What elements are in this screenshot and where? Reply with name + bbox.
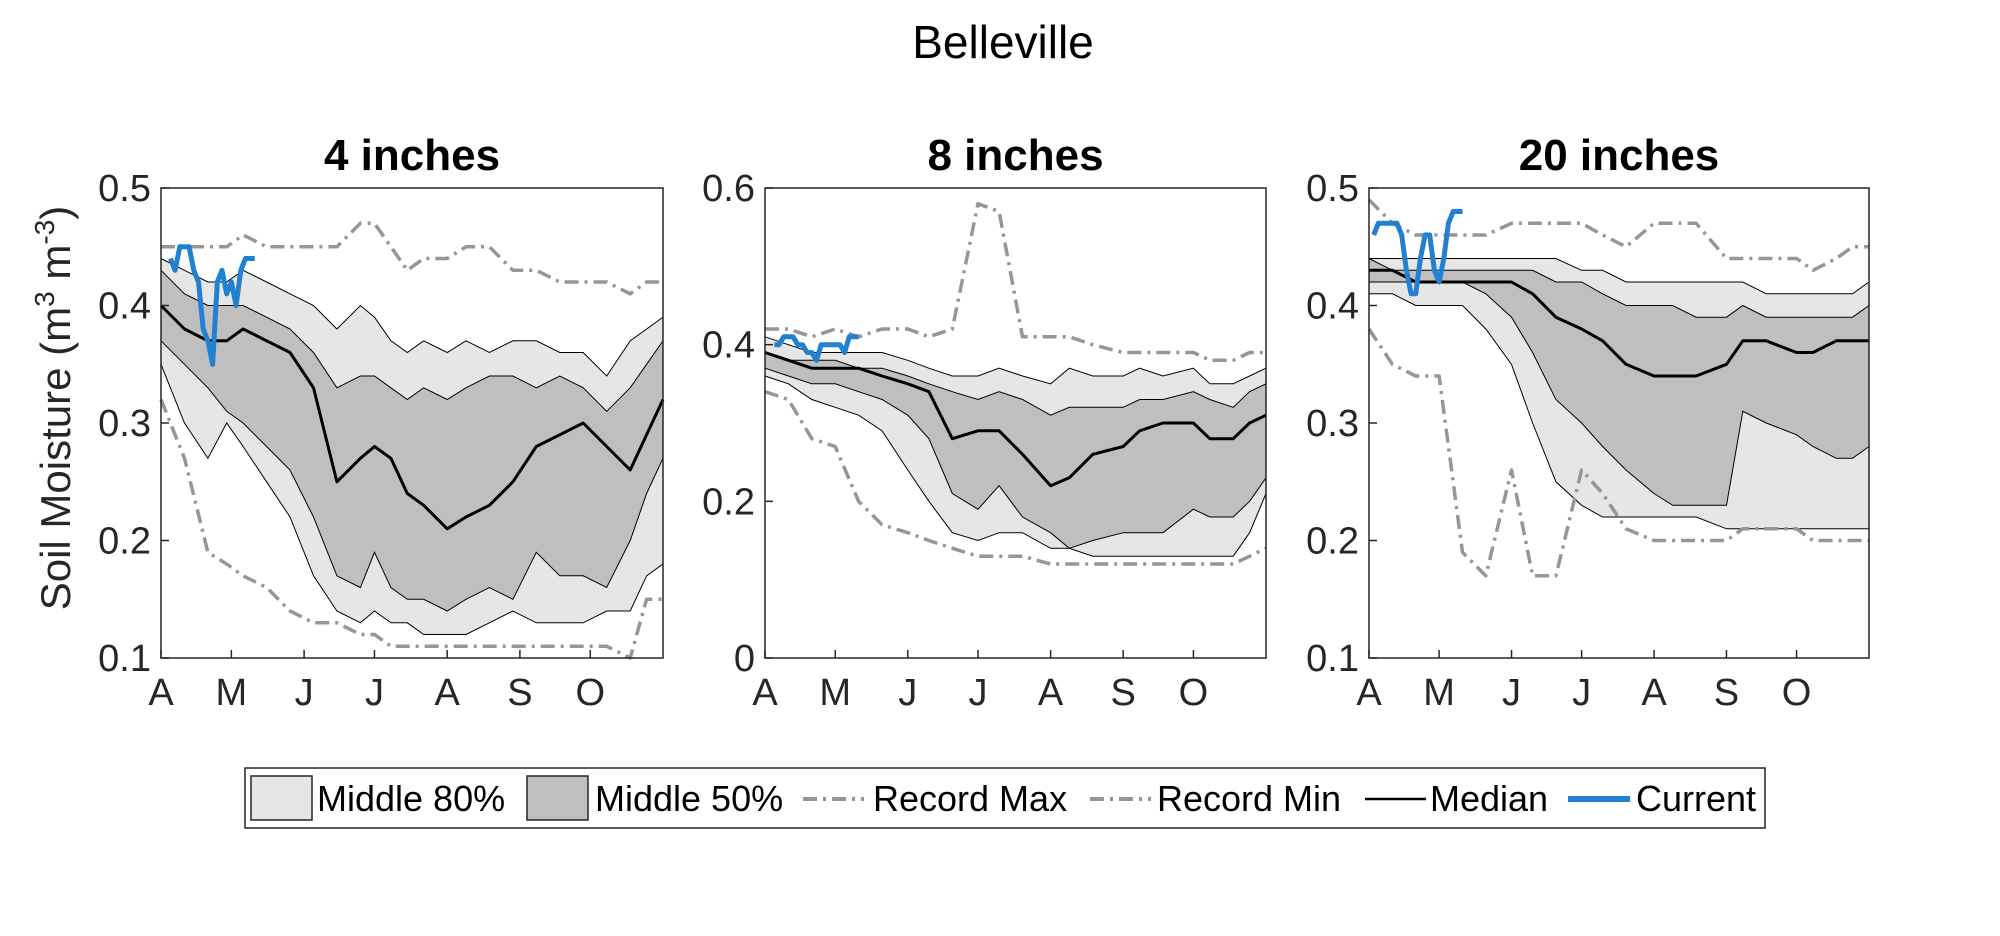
y-tick-label: 0.1	[98, 638, 151, 680]
x-tick-label: S	[507, 672, 532, 714]
record-max-line	[1367, 198, 1869, 273]
legend-swatch-middle80	[250, 775, 313, 821]
record-min-line	[159, 398, 663, 660]
y-tick-label: 0.3	[1306, 403, 1359, 445]
legend-label-middle50: Middle 50%	[595, 778, 783, 819]
x-tick-label: A	[1356, 672, 1382, 714]
legend: Middle 80% Middle 50% Record Max Record …	[244, 767, 1766, 829]
current-line	[774, 334, 859, 363]
y-tick-label: 0.6	[702, 168, 755, 210]
panel-title: 8 inches	[927, 131, 1103, 180]
y-axis-label: Soil Moisture (m3 m-3)	[29, 206, 79, 611]
legend-swatch-middle50	[526, 775, 589, 821]
figure-title: Belleville	[912, 16, 1094, 68]
legend-box	[244, 767, 1766, 829]
x-tick-label: A	[148, 672, 174, 714]
legend-label-median: Median	[1430, 778, 1548, 819]
y-tick-label: 0.4	[1306, 286, 1359, 328]
y-tick-label: 0.4	[702, 325, 755, 367]
panel-3: 0.10.20.30.40.5A M J J A S O20 inches	[1306, 131, 1870, 714]
y-tick-label: 0.2	[1306, 521, 1359, 563]
x-tick-label: O	[575, 672, 605, 714]
y-tick-label: 0.3	[98, 403, 151, 445]
x-tick-label: S	[1714, 672, 1739, 714]
y-tick-label: 0.4	[98, 286, 151, 328]
panel-2: 00.20.40.6A M J J A S O8 inches	[702, 131, 1267, 714]
panel-title: 20 inches	[1519, 131, 1720, 180]
current-line	[168, 244, 255, 367]
record-min-line	[1367, 328, 1869, 578]
x-tick-label: J	[1502, 672, 1521, 714]
panel-1: 0.10.20.30.40.5A M J J A S O4 inches	[98, 131, 665, 714]
y-tick-label: 0.2	[98, 521, 151, 563]
y-tick-label: 0.5	[98, 168, 151, 210]
x-tick-label: J	[365, 672, 384, 714]
axes-box	[764, 187, 1267, 659]
x-tick-label: J	[295, 672, 314, 714]
median-line	[764, 351, 1267, 488]
x-tick-label: O	[1179, 672, 1209, 714]
legend-label-middle80: Middle 80%	[317, 778, 505, 819]
panels: 0.10.20.30.40.5A M J J A S O4 inches00.20.40.6…	[98, 131, 1870, 714]
y-axis-unit-base: m	[32, 245, 79, 280]
y-axis-unit-exp1: 3	[29, 291, 60, 307]
y-tick-label: 0.2	[702, 481, 755, 523]
y-tick-label: 0.5	[1306, 168, 1359, 210]
x-tick-label: M	[1423, 672, 1455, 714]
current-line	[1371, 209, 1463, 297]
median-line	[1369, 268, 1869, 378]
y-axis-unit-base: m	[32, 307, 79, 342]
x-tick-label: O	[1782, 672, 1812, 714]
legend-label-record-max: Record Max	[873, 778, 1067, 819]
x-tick-label: M	[819, 672, 851, 714]
x-tick-label: A	[435, 672, 461, 714]
y-axis-label-text: Soil Moisture	[32, 368, 79, 611]
legend-label-record-min: Record Min	[1157, 778, 1341, 819]
x-tick-label: J	[1572, 672, 1591, 714]
x-tick-label: J	[898, 672, 917, 714]
x-tick-label: A	[752, 672, 778, 714]
x-tick-label: M	[216, 672, 248, 714]
y-axis-unit-exp2: -3	[29, 220, 60, 245]
record-max-line	[765, 201, 1266, 363]
y-tick-label: 0.1	[1306, 638, 1359, 680]
x-tick-label: A	[1038, 672, 1064, 714]
x-tick-label: A	[1641, 672, 1667, 714]
median-line	[159, 304, 665, 531]
panel-title: 4 inches	[324, 131, 500, 180]
x-tick-label: J	[969, 672, 988, 714]
y-tick-label: 0	[734, 638, 755, 680]
x-tick-label: S	[1111, 672, 1136, 714]
legend-label-current: Current	[1636, 778, 1756, 819]
